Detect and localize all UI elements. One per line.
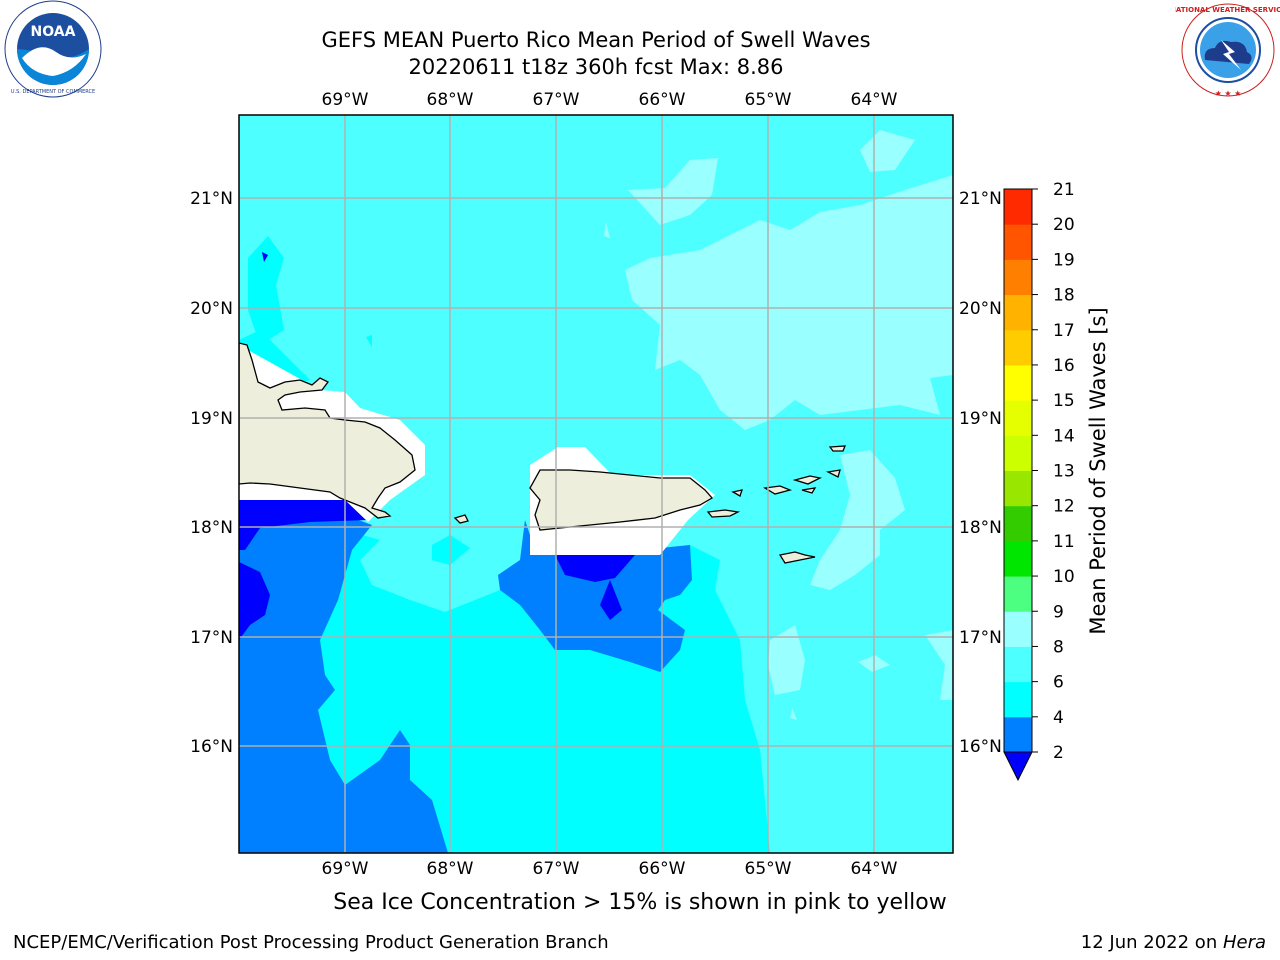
colorbar-segment — [1004, 294, 1032, 331]
colorbar-segment — [1004, 435, 1032, 471]
svg-text:U.S. DEPARTMENT OF COMMERCE: U.S. DEPARTMENT OF COMMERCE — [11, 89, 95, 95]
noaa-logo-icon: NOAA U.S. DEPARTMENT OF COMMERCE — [4, 0, 102, 98]
lon-label-bottom: 68°W — [427, 859, 474, 879]
colorbar-tick-label: 21 — [1053, 180, 1075, 200]
colorbar-tick-label: 16 — [1053, 356, 1075, 376]
lat-label-left: 20°N — [190, 299, 233, 319]
lat-label-left: 19°N — [190, 409, 233, 429]
colorbar-tick-label: 17 — [1053, 321, 1075, 341]
colorbar-tick-label: 2 — [1053, 743, 1064, 763]
lat-label-right: 19°N — [959, 409, 1002, 429]
colorbar-tick-label: 4 — [1053, 708, 1064, 728]
ocean-level-2-4 — [239, 515, 692, 853]
lat-label-right: 18°N — [959, 518, 1002, 538]
footer-machine: Hera — [1222, 932, 1266, 953]
colorbar-segment — [1004, 400, 1032, 436]
colorbar-extend-triangle — [1003, 751, 1033, 782]
chart-title: GEFS MEAN Puerto Rico Mean Period of Swe… — [321, 28, 871, 52]
colorbar-segment — [1004, 259, 1032, 296]
nws-logo-text: NATIONAL WEATHER SERVICE — [1175, 6, 1280, 14]
chart-subtitle: 20220611 t18z 360h fcst Max: 8.86 — [408, 55, 784, 79]
lon-label-top: 64°W — [851, 90, 898, 110]
colorbar-label: Mean Period of Swell Waves [s] — [1086, 307, 1110, 634]
colorbar-tick-label: 11 — [1053, 532, 1075, 552]
lon-label-bottom: 65°W — [745, 859, 792, 879]
colorbar-tick-label: 19 — [1053, 250, 1075, 270]
lon-label-bottom: 66°W — [639, 859, 686, 879]
lon-label-top: 68°W — [427, 90, 474, 110]
colorbar-segment — [1004, 611, 1032, 647]
lon-label-bottom: 67°W — [533, 859, 580, 879]
lat-label-left: 18°N — [190, 518, 233, 538]
colorbar-segment — [1004, 646, 1032, 683]
colorbar-tick-label: 10 — [1053, 567, 1075, 587]
lat-label-left: 17°N — [190, 628, 233, 648]
ocean-level-8-9 — [604, 130, 953, 720]
colorbar-tick-label: 20 — [1053, 215, 1075, 235]
footer-credit: NCEP/EMC/Verification Post Processing Pr… — [13, 932, 609, 953]
colorbar-segment — [1004, 540, 1032, 577]
colorbar-tick-label: 14 — [1053, 426, 1075, 446]
graticule — [239, 115, 953, 853]
colorbar-tick-label: 8 — [1053, 637, 1064, 657]
lon-label-top: 65°W — [745, 90, 792, 110]
colorbar-tick-label: 12 — [1053, 497, 1075, 517]
svg-text:★ ★ ★: ★ ★ ★ — [1215, 89, 1242, 98]
lat-label-right: 16°N — [959, 737, 1002, 757]
footer-date-text: 12 Jun 2022 on — [1080, 932, 1223, 953]
footer-date: 12 Jun 2022 on Hera — [1081, 932, 1266, 953]
map-frame — [238, 114, 954, 854]
lon-label-bottom: 69°W — [322, 859, 369, 879]
colorbar-segment — [1004, 716, 1032, 753]
ocean-level-below-2 — [239, 252, 635, 640]
colorbar-segment — [1004, 505, 1032, 542]
colorbar-tick-label: 18 — [1053, 286, 1075, 306]
lat-label-left: 16°N — [190, 737, 233, 757]
colorbar-segment — [1004, 470, 1032, 507]
colorbar-segment — [1004, 329, 1032, 366]
colorbar-segment — [1004, 224, 1032, 260]
noaa-logo-text: NOAA — [31, 24, 76, 40]
colorbar-tick-label: 13 — [1053, 462, 1075, 482]
lat-label-right: 21°N — [959, 189, 1002, 209]
sea-ice-note: Sea Ice Concentration > 15% is shown in … — [333, 890, 947, 915]
colorbar-tick-label: 15 — [1053, 391, 1075, 411]
land — [239, 342, 846, 564]
colorbar-tick-label: 9 — [1053, 602, 1064, 622]
lat-label-right: 17°N — [959, 628, 1002, 648]
colorbar: 2 4 6 8 9 10 11 12 13 14 15 16 17 18 19 20 21 — [1003, 180, 1075, 782]
lat-label-left: 21°N — [190, 189, 233, 209]
nws-logo-icon: NATIONAL WEATHER SERVICE ★ ★ ★ — [1175, 3, 1280, 98]
lat-label-right: 20°N — [959, 299, 1002, 319]
colorbar-tick-label: 6 — [1053, 673, 1064, 693]
colorbar-segment — [1004, 576, 1032, 612]
colorbar-segment — [1004, 189, 1032, 225]
colorbar-segment — [1004, 681, 1032, 718]
lon-label-top: 66°W — [639, 90, 686, 110]
lon-label-top: 67°W — [533, 90, 580, 110]
colorbar-segment — [1004, 364, 1032, 401]
lon-label-top: 69°W — [322, 90, 369, 110]
lon-label-bottom: 64°W — [851, 859, 898, 879]
